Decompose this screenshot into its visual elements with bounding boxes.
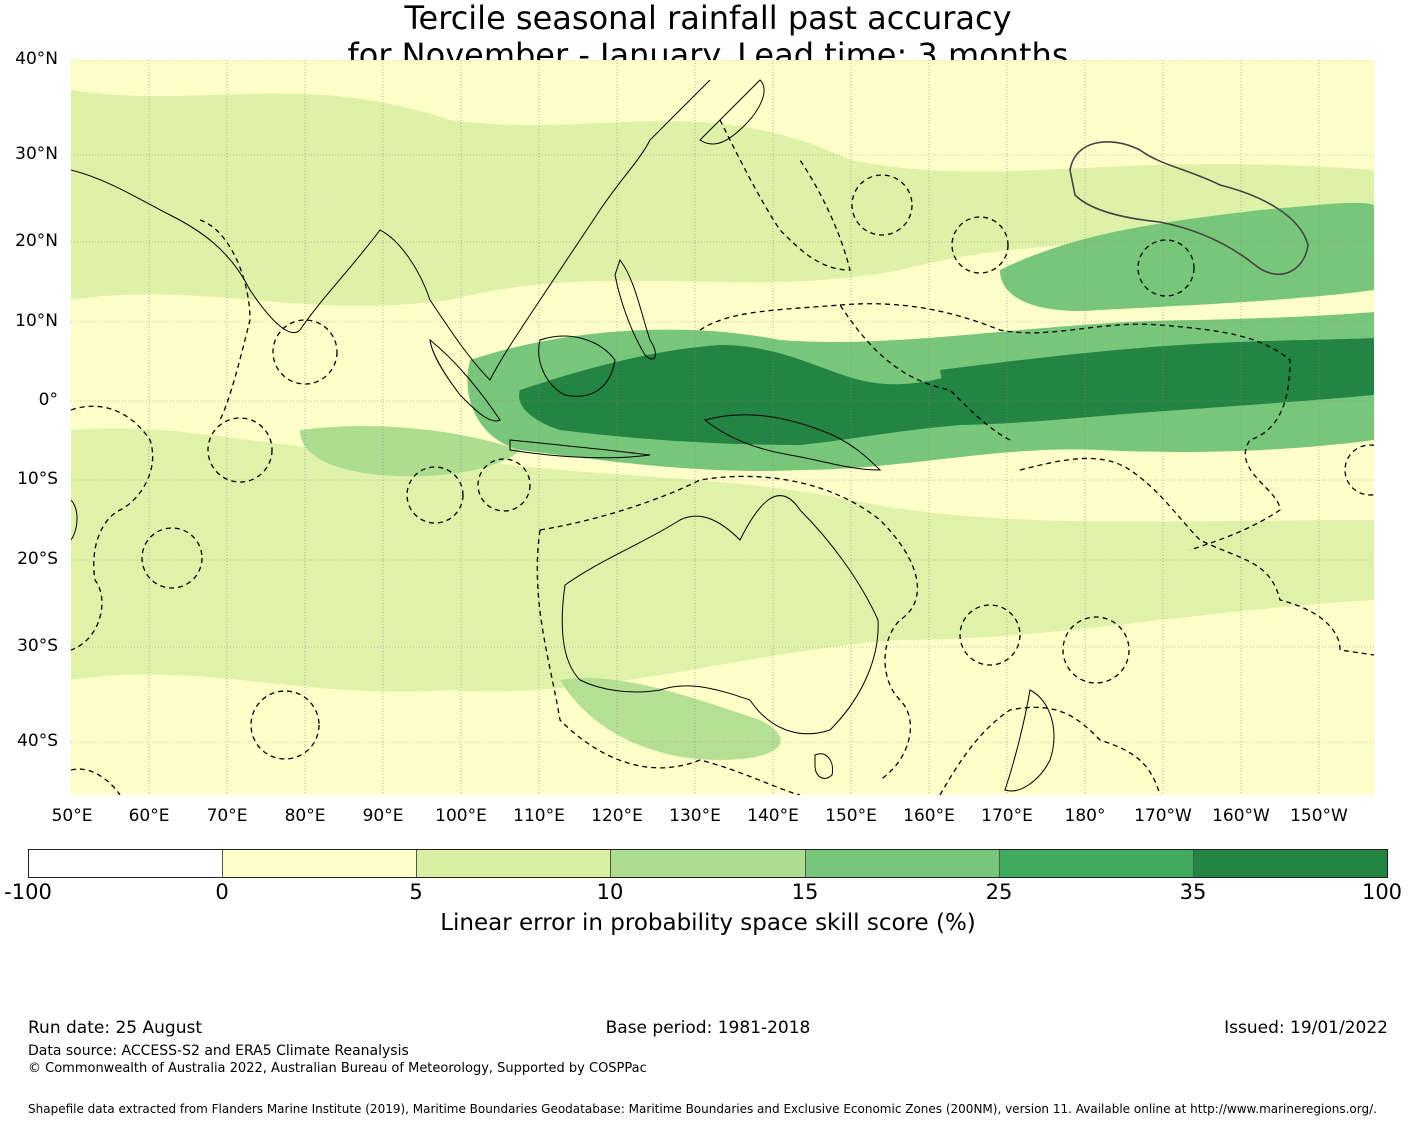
lat-label: 10°S: [17, 469, 58, 489]
shapefile-credit: Shapefile data extracted from Flanders M…: [28, 1102, 1377, 1116]
colorbar-label: Linear error in probability space skill …: [440, 910, 976, 936]
colorbar-segment: [805, 850, 1000, 877]
skill-band-light-north: [71, 90, 1374, 306]
lon-label: 170°E: [981, 806, 1033, 826]
lon-label: 60°E: [128, 806, 170, 826]
skill-map: [71, 60, 1374, 795]
lon-label: 120°E: [591, 806, 643, 826]
colorbar-segment: [1193, 850, 1387, 877]
base-period: Base period: 1981-2018: [605, 1018, 811, 1038]
new-zealand-coastline: [1004, 689, 1055, 792]
colorbar-tick: 35: [1179, 880, 1207, 904]
lon-label: 140°E: [747, 806, 799, 826]
lat-label: 40°S: [17, 731, 58, 751]
colorbar-tick: 5: [409, 880, 423, 904]
lon-label: 80°E: [284, 806, 326, 826]
lon-label: 150°W: [1290, 806, 1348, 826]
lat-label: 10°N: [15, 311, 58, 331]
sumatra-coastline: [429, 338, 501, 422]
lat-label: 20°S: [17, 549, 58, 569]
colorbar-segment: [999, 850, 1194, 877]
lat-label: 0°: [38, 390, 58, 410]
lon-label: 150°E: [825, 806, 877, 826]
colorbar-segment: [417, 850, 612, 877]
asia-coastline: [71, 79, 711, 381]
lon-label: 100°E: [435, 806, 487, 826]
lon-label: 130°E: [669, 806, 721, 826]
skill-band-dark-maritime: [519, 345, 960, 445]
data-source: Data source: ACCESS-S2 and ERA5 Climate …: [28, 1043, 409, 1059]
japan-coastline: [699, 79, 765, 145]
skill-band-med-indian: [300, 426, 520, 477]
colorbar-tick: 15: [791, 880, 819, 904]
issued-date: Issued: 19/01/2022: [1224, 1018, 1388, 1038]
lon-label: 110°E: [513, 806, 565, 826]
hawaii-eez-boundary: [1069, 141, 1309, 276]
skill-band-med-australia: [560, 678, 781, 760]
java-coastline: [509, 439, 651, 459]
copyright-notice: © Commonwealth of Australia 2022, Austra…: [28, 1061, 647, 1076]
eez-boundaries: [71, 119, 1374, 795]
graticule: [71, 60, 1374, 795]
lon-label: 160°W: [1212, 806, 1270, 826]
lon-label: 90°E: [362, 806, 404, 826]
colorbar-tick: 10: [596, 880, 624, 904]
colorbar-segment: [611, 850, 806, 877]
tasmania-coastline: [814, 753, 834, 779]
lon-label: 70°E: [206, 806, 248, 826]
philippines-coastline: [614, 258, 656, 360]
run-date: Run date: 25 August: [28, 1018, 202, 1038]
colorbar-tick: 100: [1361, 880, 1403, 904]
map-title-line1: Tercile seasonal rainfall past accuracy: [404, 0, 1012, 37]
skill-band-mid-north-pacific: [1000, 202, 1374, 311]
lat-label: 20°N: [15, 231, 58, 251]
colorbar-segment: [29, 850, 224, 877]
skill-band-dark-pacific: [940, 338, 1374, 425]
colorbar: [28, 849, 1388, 878]
lon-label: 160°E: [903, 806, 955, 826]
madagascar-coastline: [71, 499, 78, 541]
lon-label: 180°: [1064, 806, 1106, 826]
lat-label: 30°N: [15, 144, 58, 164]
lon-label: 170°W: [1134, 806, 1192, 826]
australia-coastline: [561, 495, 879, 735]
lat-label: 40°N: [15, 49, 58, 69]
lon-label: 50°E: [51, 806, 93, 826]
colorbar-segment: [223, 850, 418, 877]
land-outlines: [71, 79, 1055, 792]
new-guinea-coastline: [703, 414, 882, 471]
borneo-coastline: [538, 335, 616, 397]
colorbar-tick: 0: [215, 880, 229, 904]
lat-label: 30°S: [17, 636, 58, 656]
colorbar-tick: -100: [4, 880, 52, 904]
colorbar-tick: 25: [985, 880, 1013, 904]
